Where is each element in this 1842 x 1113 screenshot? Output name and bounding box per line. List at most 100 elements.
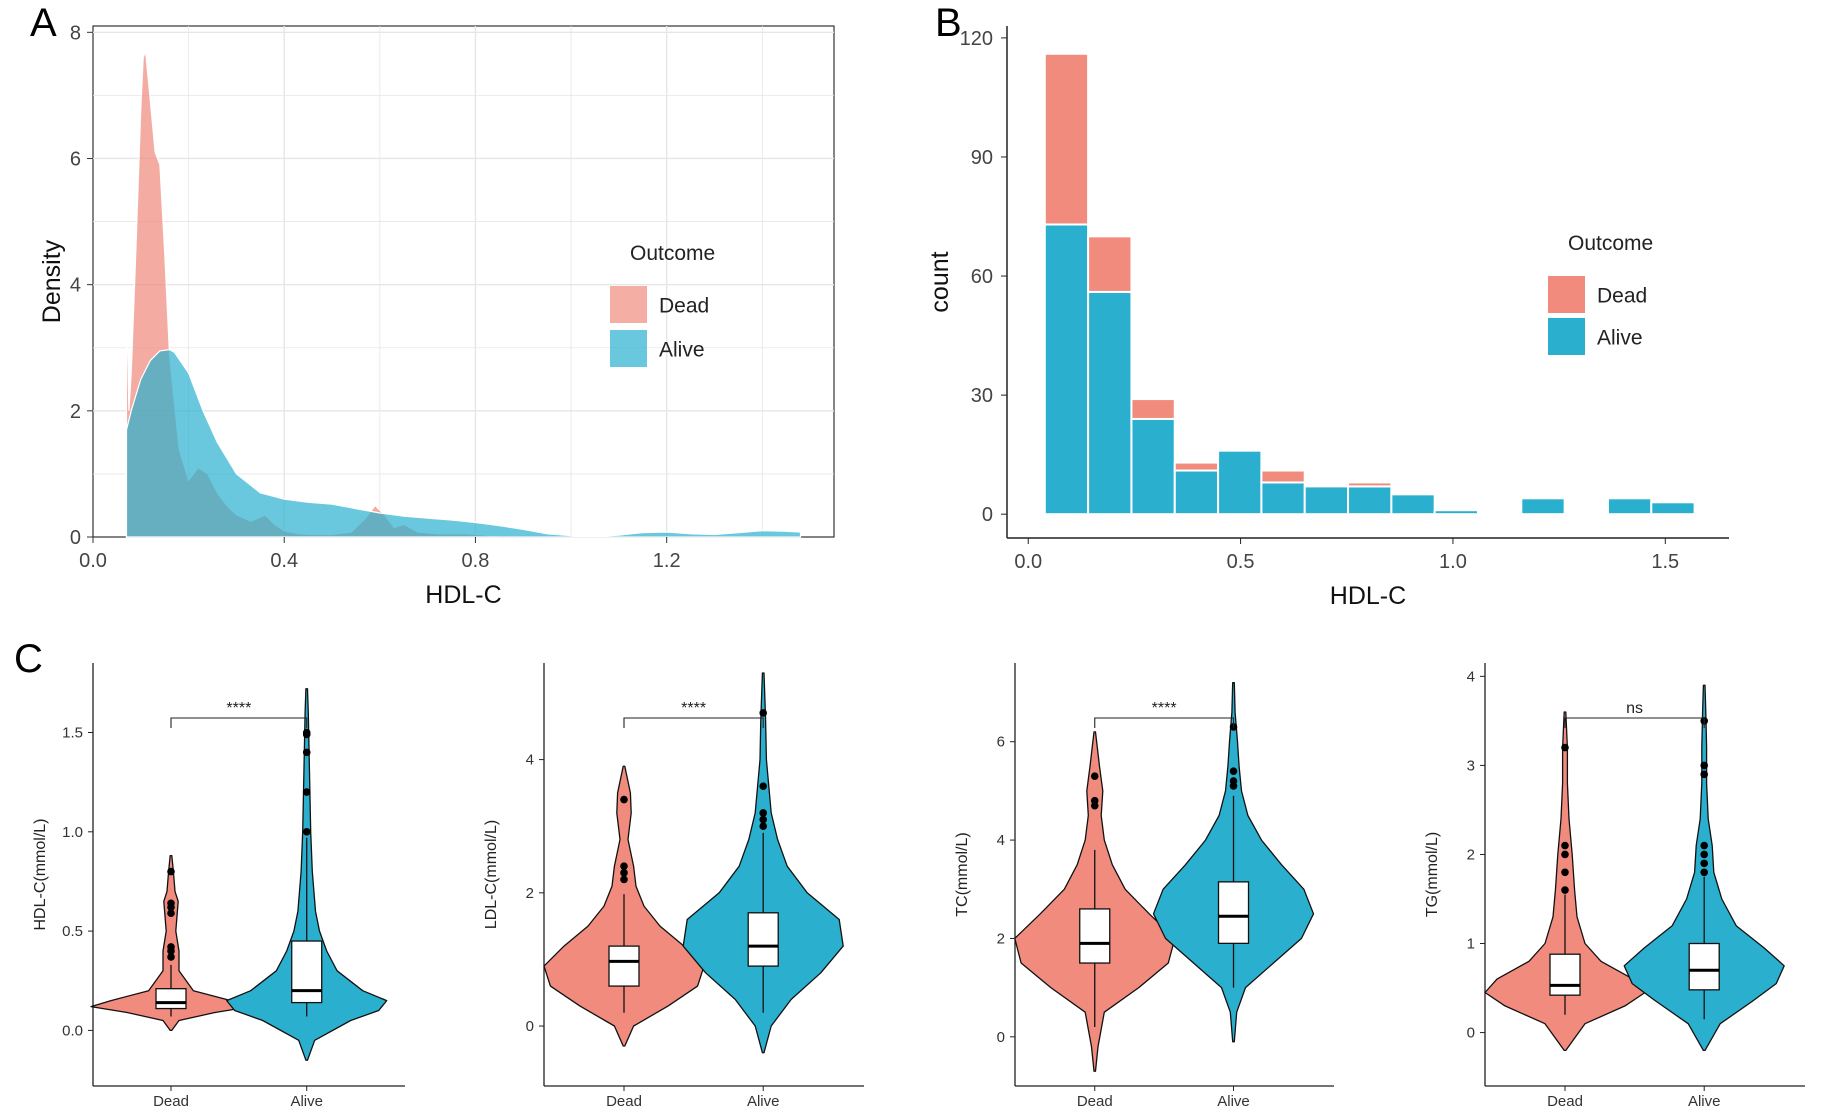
significance-bracket [1564,717,1705,728]
bar-dead [1347,481,1393,488]
violin-plot-3: Dead Alive 0 2 4 6 TC(mmol/L) **** [954,663,1334,1110]
bar-alive [1433,509,1479,516]
x-tick-label: Dead [606,1093,642,1110]
violin-dead [1484,711,1646,1052]
outlier-point [1229,777,1238,785]
legend-swatch-alive [610,330,647,367]
outlier-point [1090,772,1099,780]
legend-swatch-dead [610,286,647,323]
outlier-point [167,943,175,951]
significance-bracket [623,717,764,728]
outlier-point [1561,841,1569,850]
outlier-point [1700,841,1708,850]
outlier-point [1561,743,1569,752]
outlier-point [167,899,175,908]
bar-dead [1260,469,1306,484]
bar-alive [1260,481,1306,516]
outlier-point [620,795,628,804]
y-axis-title: Density [38,239,66,323]
y-tick-label: 2 [997,930,1005,947]
bar-alive [1347,485,1393,516]
outlier-point [302,788,311,796]
y-tick-label: 0.5 [62,923,83,940]
y-axis-title: TG(mmol/L) [1424,832,1441,917]
x-axis-title: HDL-C [425,581,501,609]
y-tick-label: 2 [526,885,534,902]
y-tick-label: 3 [1467,757,1475,774]
legend-label-alive: Alive [659,339,705,362]
y-tick-label: 0 [1467,1025,1475,1042]
outlier-point [1700,850,1708,859]
violin-dead [90,854,252,1032]
x-tick-label: 1.5 [1651,551,1679,573]
x-tick-label: 1.0 [1439,551,1467,573]
y-axis-title: LDL-C(mmol/L) [483,820,500,929]
legend-swatch-dead [1548,276,1585,313]
x-tick-label: 0.0 [1014,551,1042,573]
outlier-point [1700,868,1708,877]
x-tick-label: 0.5 [1227,551,1255,573]
panel-label-a: A [30,1,57,45]
significance-label: ns [1626,700,1643,717]
box-dead [608,945,640,987]
bar-alive [1043,223,1090,516]
y-tick-label: 30 [971,385,993,407]
outlier-point [302,748,311,757]
box-dead [1549,953,1581,996]
y-tick-label: 0.0 [62,1022,83,1039]
panel-label-c: C [14,637,43,681]
legend-title: Outcome [630,242,715,265]
bar-alive [1217,449,1263,516]
y-tick-label: 0 [982,504,993,526]
violin-plot-1: Dead Alive 0.0 0.5 1.0 1.5 HDL-C(mmol/L) **** [32,663,405,1110]
x-tick-label: 0.4 [270,550,298,572]
y-tick-label: 4 [70,275,81,297]
y-tick-label: 4 [526,752,534,769]
y-tick-label: 1.5 [62,725,83,742]
outlier-point [759,709,767,717]
outlier-point [759,809,767,817]
y-tick-label: 1.0 [62,824,83,841]
outlier-point [302,728,311,737]
bar-alive [1130,417,1176,516]
bar-dead [1173,461,1220,472]
x-tick-label: 0.8 [462,550,490,572]
y-axis-title: count [926,251,954,312]
y-axis-title: TC(mmol/L) [954,832,971,916]
outlier-point [1561,886,1569,894]
outlier-point [1700,859,1708,868]
bar-alive [1173,469,1220,516]
significance-bracket [170,717,308,728]
legend-label-dead: Dead [659,295,709,318]
y-tick-label: 2 [1467,846,1475,863]
outlier-point [302,828,311,836]
box-alive [291,940,323,1004]
x-tick-label: Alive [290,1093,323,1110]
y-tick-label: 6 [997,734,1005,751]
bar-alive [1390,493,1436,516]
x-tick-label: Alive [1688,1093,1721,1110]
y-tick-label: 120 [960,28,993,50]
bar-alive [1520,497,1566,516]
x-tick-label: Dead [1077,1093,1113,1110]
violin-plot-2: Dead Alive 0 2 4 LDL-C(mmol/L) **** [483,663,864,1110]
y-tick-label: 2 [70,401,81,423]
x-tick-label: 0.0 [79,550,107,572]
y-tick-label: 0 [70,527,81,549]
density-chart: 0.0 0.4 0.8 1.2 0 2 4 6 8 HDL-C Density Outcome Dead… [38,22,835,609]
legend-title: Outcome [1568,232,1653,255]
y-tick-label: 0 [997,1029,1005,1046]
significance-label: **** [681,700,706,717]
y-tick-label: 4 [997,832,1005,849]
box-dead [1079,908,1111,964]
bar-alive [1650,501,1696,516]
histogram-chart: 0.0 0.5 1.0 1.5 0 30 60 90 120 HDL-C count Outcome D… [926,26,1729,610]
outlier-point [1090,796,1099,805]
y-tick-label: 1 [1467,936,1475,953]
x-axis-title: HDL-C [1330,582,1406,610]
violin-plot-4: Dead Alive 0 1 2 3 4 TG(mmol/L) ns [1424,663,1805,1110]
y-tick-label: 8 [70,22,81,44]
outlier-point [1229,767,1238,776]
box-alive [1688,942,1720,991]
panel-label-b: B [935,1,962,45]
